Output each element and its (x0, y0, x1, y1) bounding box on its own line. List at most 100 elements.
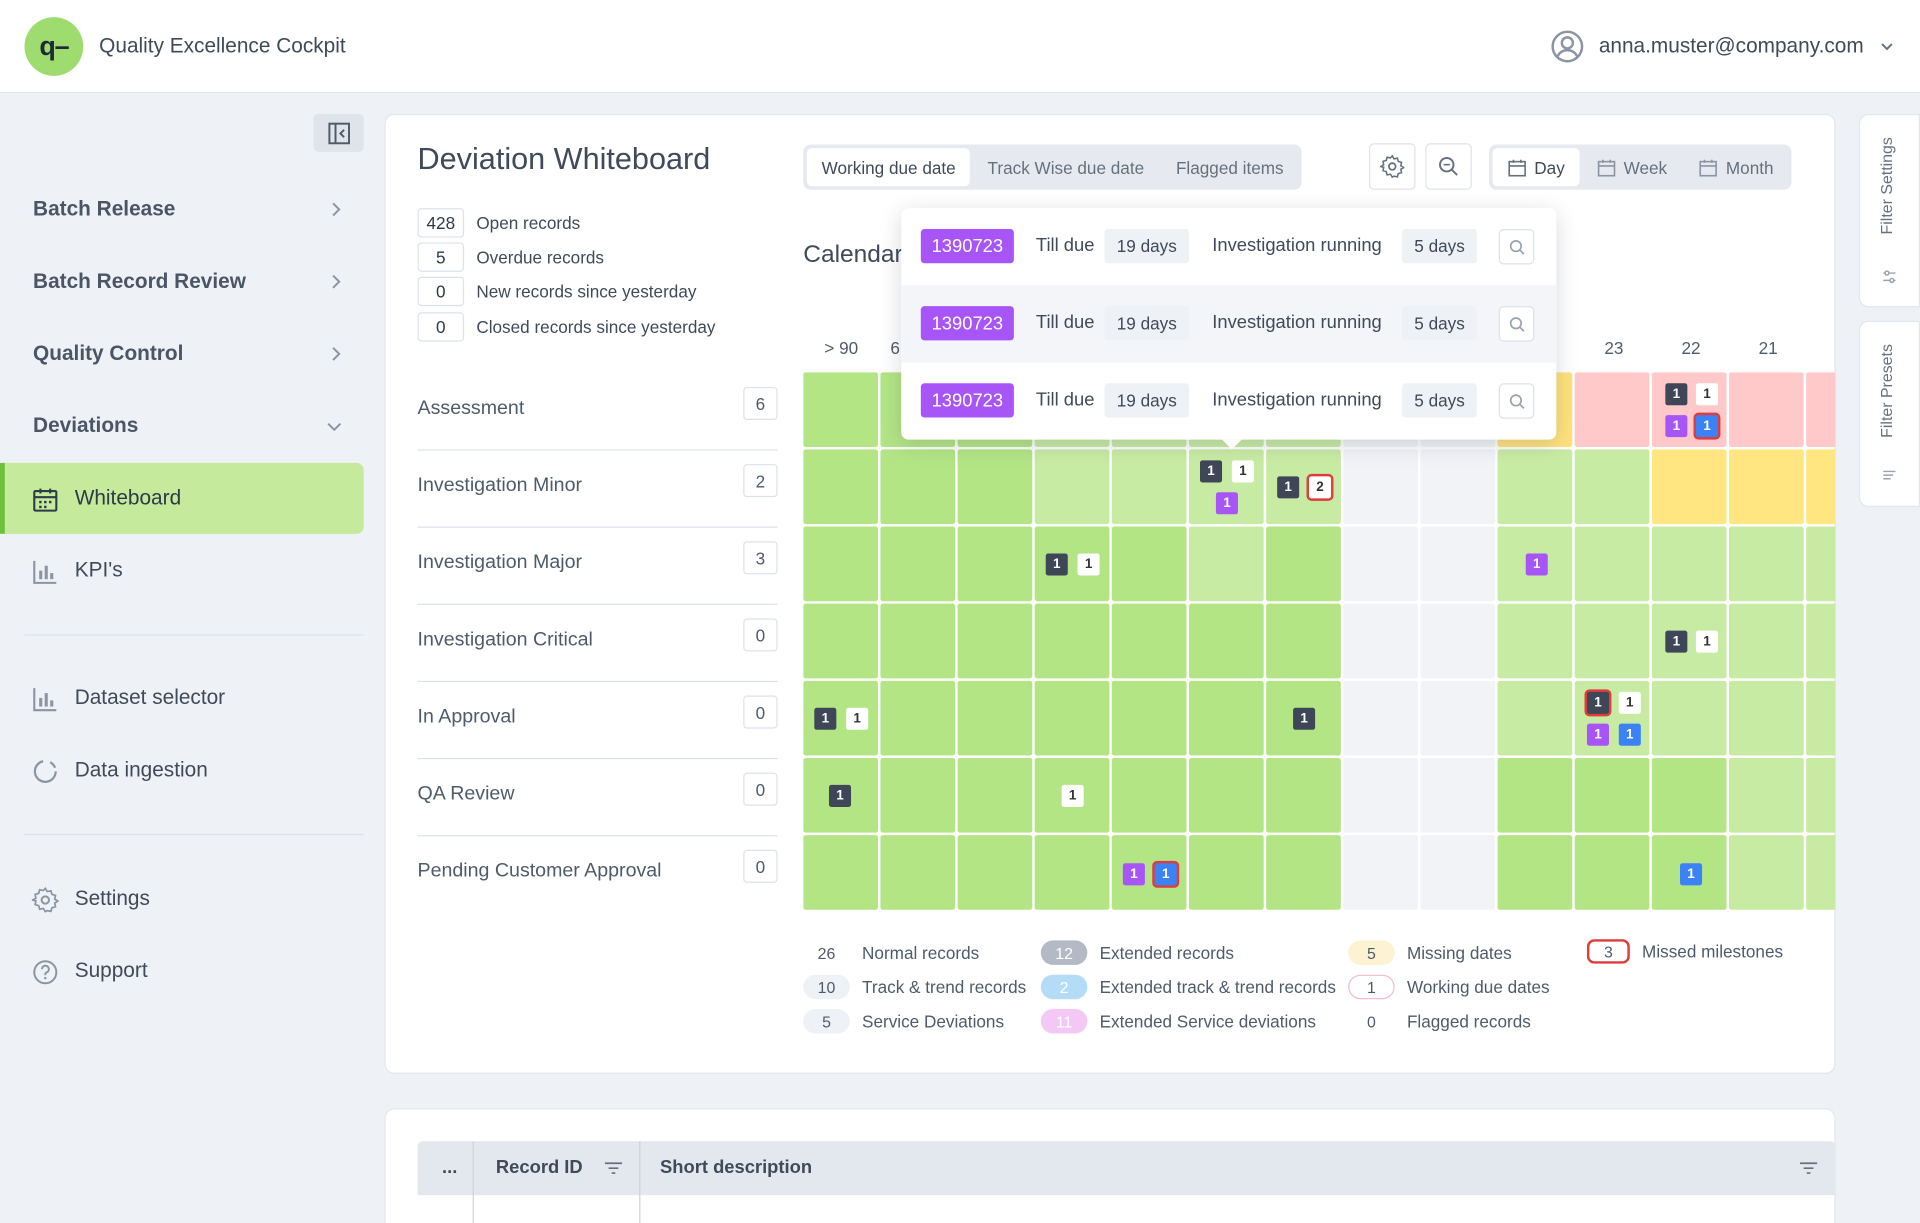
grid-cell[interactable] (1574, 526, 1650, 602)
tab-working-due-date[interactable]: Working due date (806, 148, 971, 187)
column-short-description[interactable]: Short description (660, 1157, 813, 1178)
record-badge[interactable]: 1 (1154, 863, 1177, 886)
grid-cell[interactable] (1188, 680, 1264, 756)
grid-cell[interactable] (1266, 526, 1341, 602)
grid-cell[interactable] (1574, 449, 1650, 525)
settings-button[interactable] (1368, 143, 1416, 190)
grid-cell[interactable] (880, 680, 956, 756)
grid-cell[interactable] (803, 449, 878, 525)
grid-cell[interactable] (1651, 526, 1727, 602)
stage-row-investigation-critical[interactable]: Investigation Critical 0 (417, 605, 778, 683)
record-badge[interactable]: 1 (1061, 784, 1084, 807)
record-badge[interactable]: 1 (1586, 691, 1609, 714)
grid-cell[interactable] (1420, 526, 1496, 602)
grid-cell[interactable] (880, 449, 956, 525)
grid-cell[interactable] (1497, 449, 1573, 525)
record-badge[interactable]: 1 (1277, 476, 1300, 499)
record-badge[interactable]: 1 (814, 707, 837, 730)
grid-cell[interactable] (1266, 757, 1341, 833)
record-badge[interactable]: 1 (1618, 691, 1641, 714)
grid-cell[interactable] (1343, 680, 1418, 756)
user-menu[interactable]: anna.muster@company.com (1550, 29, 1896, 63)
record-id-badge[interactable]: 1390723 (920, 383, 1014, 418)
grid-cell[interactable] (1728, 449, 1804, 525)
grid-cell[interactable] (880, 757, 956, 833)
grid-cell[interactable] (1806, 449, 1836, 525)
record-badge[interactable]: 1 (1215, 492, 1238, 515)
sidebar-item-whiteboard[interactable]: Whiteboard (0, 462, 364, 534)
sidebar-item-batch-release[interactable]: Batch Release (0, 174, 364, 245)
grid-cell[interactable] (1034, 449, 1110, 525)
grid-cell[interactable] (1806, 757, 1836, 833)
record-badge[interactable]: 1 (1695, 383, 1718, 406)
grid-cell[interactable] (1497, 835, 1573, 910)
record-id-badge[interactable]: 1390723 (920, 228, 1014, 264)
grid-cell[interactable] (1034, 603, 1110, 679)
record-badge[interactable]: 1 (1525, 553, 1548, 576)
tab-month[interactable]: Month (1684, 148, 1788, 186)
grid-cell[interactable] (1806, 603, 1836, 679)
record-badge[interactable]: 1 (828, 784, 852, 807)
sidebar-item-deviations[interactable]: Deviations (0, 391, 364, 462)
tab-flagged-items[interactable]: Flagged items (1175, 157, 1284, 177)
stage-row-assessment[interactable]: Assessment 6 (417, 373, 778, 451)
grid-cell[interactable] (803, 835, 878, 910)
stage-row-pending-customer-approval[interactable]: Pending Customer Approval 0 (418, 836, 778, 913)
grid-cell[interactable] (1651, 680, 1727, 756)
record-search-button[interactable] (1498, 228, 1535, 265)
sidebar-item-batch-record-review[interactable]: Batch Record Review (0, 246, 364, 317)
record-badge[interactable]: 1 (1665, 630, 1688, 653)
grid-cell[interactable] (880, 526, 956, 602)
column-record-id[interactable]: Record ID (495, 1157, 583, 1178)
tab-day[interactable]: Day (1492, 148, 1580, 187)
grid-cell[interactable] (1728, 757, 1804, 833)
grid-cell[interactable] (1806, 526, 1836, 602)
record-badge[interactable]: 1 (1200, 460, 1223, 483)
grid-cell[interactable] (1034, 835, 1110, 910)
grid-cell[interactable] (1343, 603, 1418, 679)
filter-icon[interactable] (1799, 1160, 1819, 1177)
column-more-menu[interactable]: ... (442, 1157, 458, 1178)
grid-cell[interactable] (1188, 526, 1264, 602)
stage-row-investigation-minor[interactable]: Investigation Minor 2 (417, 451, 778, 528)
grid-cell[interactable] (1034, 680, 1110, 756)
popup-row[interactable]: 1390723 Till due 19 days Investigation r… (901, 285, 1557, 363)
stage-row-investigation-major[interactable]: Investigation Major 3 (417, 528, 778, 605)
grid-cell[interactable] (1497, 757, 1573, 833)
grid-cell[interactable] (803, 372, 878, 447)
grid-cell[interactable] (1728, 372, 1804, 447)
grid-cell[interactable] (1343, 526, 1418, 602)
filter-presets-panel-toggle[interactable]: Filter Presets (1858, 320, 1920, 507)
filter-settings-panel-toggle[interactable]: Filter Settings (1858, 113, 1920, 308)
grid-cell[interactable] (880, 603, 956, 679)
record-badge[interactable]: 2 (1308, 476, 1332, 499)
zoom-button[interactable] (1425, 143, 1472, 190)
grid-cell[interactable] (957, 526, 1033, 602)
record-badge[interactable]: 1 (1293, 707, 1316, 730)
grid-cell[interactable] (1806, 835, 1836, 910)
grid-cell[interactable] (1574, 603, 1650, 679)
grid-cell[interactable] (957, 757, 1033, 833)
record-badge[interactable]: 1 (1586, 723, 1609, 746)
grid-cell[interactable] (1806, 372, 1836, 447)
grid-cell[interactable] (803, 526, 878, 602)
grid-cell[interactable] (1728, 526, 1804, 602)
record-search-button[interactable] (1498, 306, 1535, 342)
grid-cell[interactable] (957, 835, 1033, 910)
grid-cell[interactable] (1111, 757, 1187, 833)
grid-cell[interactable] (1728, 680, 1804, 756)
sidebar-item-data-ingestion[interactable]: Data ingestion (0, 735, 364, 806)
grid-cell[interactable] (1574, 757, 1650, 833)
grid-cell[interactable] (957, 603, 1033, 679)
sidebar-item-dataset-selector[interactable]: Dataset selector (0, 662, 364, 733)
stage-row-qa-review[interactable]: QA Review 0 (417, 759, 778, 837)
grid-cell[interactable] (1420, 757, 1496, 833)
grid-cell[interactable] (1651, 757, 1727, 833)
grid-cell[interactable] (1728, 835, 1804, 910)
grid-cell[interactable] (1420, 449, 1496, 525)
grid-cell[interactable] (1111, 526, 1187, 602)
grid-cell[interactable] (1188, 757, 1264, 833)
tab-track-wise-due-date[interactable]: Track Wise due date (987, 157, 1145, 177)
stage-row-in-approval[interactable]: In Approval 0 (417, 682, 778, 760)
grid-cell[interactable] (957, 449, 1033, 525)
